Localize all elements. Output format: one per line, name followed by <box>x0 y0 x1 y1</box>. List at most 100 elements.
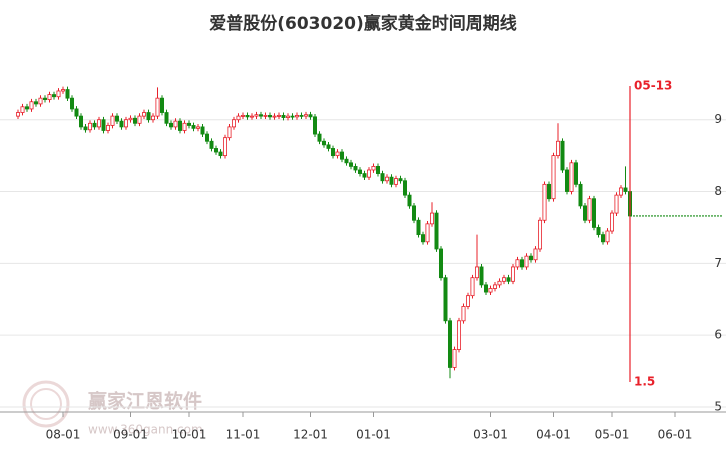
candle-body <box>159 97 164 113</box>
candle-body <box>110 115 115 126</box>
candle-body <box>344 158 349 164</box>
watermark-url: www.360gann.com <box>88 423 203 437</box>
candle-body <box>335 151 340 157</box>
candle-body <box>29 101 34 110</box>
candle-body <box>141 112 146 117</box>
candle-body <box>465 295 470 307</box>
candle-body <box>290 115 295 118</box>
candle-body <box>88 122 93 131</box>
candle-body <box>565 169 570 192</box>
candle-body <box>227 126 232 139</box>
candle-body <box>317 133 322 142</box>
candle-body <box>470 277 475 297</box>
candle-body <box>74 108 79 117</box>
candle-body <box>520 259 525 268</box>
watermark-logo <box>22 380 70 428</box>
candle-body <box>119 120 124 128</box>
candle-body <box>195 126 200 129</box>
candle-body <box>47 94 52 101</box>
candle-body <box>285 115 290 118</box>
y-tick-label: 6 <box>714 328 722 342</box>
candle-body <box>407 194 412 207</box>
candle-body <box>191 125 196 129</box>
candle-body <box>200 126 205 135</box>
candle-body <box>204 133 209 142</box>
candle-body <box>501 277 506 282</box>
candle-body <box>15 112 20 117</box>
y-tick-label: 7 <box>714 256 722 270</box>
candle-body <box>452 349 457 368</box>
candle-body <box>506 277 511 282</box>
candle-body <box>128 117 133 121</box>
candle-body <box>330 148 335 157</box>
candle-body <box>542 183 547 221</box>
candle-body <box>529 255 534 261</box>
candle-body <box>438 248 443 279</box>
candle-body <box>146 112 151 121</box>
candle-body <box>182 122 187 131</box>
candle-body <box>362 173 367 178</box>
candle-body <box>79 115 84 128</box>
candle-body <box>574 162 579 185</box>
candle-body <box>366 169 371 178</box>
candle-body <box>137 115 142 124</box>
candle-body <box>614 194 619 214</box>
candle-body <box>263 115 268 117</box>
candle-body <box>222 137 227 157</box>
x-tick-label: 10-01 <box>172 428 207 442</box>
candle-body <box>619 187 624 196</box>
candle-body <box>398 178 403 182</box>
candle-body <box>411 205 416 221</box>
candle-body <box>254 114 259 117</box>
candle-body <box>434 212 439 250</box>
candle-body <box>34 101 39 105</box>
y-tick-label: 5 <box>714 399 722 413</box>
candle-body <box>164 112 169 124</box>
candle-body <box>115 115 120 122</box>
candle-body <box>497 280 502 286</box>
candle-body <box>456 320 461 350</box>
candle-body <box>281 115 286 118</box>
candle-body <box>177 120 182 131</box>
candle-body <box>569 162 574 192</box>
candle-body <box>353 165 358 171</box>
candle-body <box>420 234 425 243</box>
candle-body <box>65 89 70 99</box>
candle-body <box>308 114 313 118</box>
candle-body <box>348 162 353 167</box>
candle-body <box>20 106 25 113</box>
candle-body <box>38 97 43 105</box>
candle-body <box>83 126 88 131</box>
candle-body <box>43 97 48 101</box>
candle-body <box>547 183 552 200</box>
candle-body <box>357 169 362 174</box>
candle-body <box>524 255 529 268</box>
candle-body <box>92 122 97 128</box>
candle-body <box>97 119 102 128</box>
candle-body <box>583 205 588 221</box>
candle-body <box>106 125 111 131</box>
candle-body <box>429 212 434 225</box>
candle-body <box>443 277 448 322</box>
candle-body <box>321 140 326 146</box>
candle-body <box>218 151 223 157</box>
candle-body <box>560 140 565 171</box>
candle-body <box>461 306 466 322</box>
candle-body <box>393 178 398 185</box>
candle-body <box>24 106 29 110</box>
candle-body <box>375 165 380 174</box>
candle-body <box>515 259 520 268</box>
candle-body <box>236 115 241 121</box>
candle-body <box>56 90 61 98</box>
x-tick-label: 12-01 <box>293 428 328 442</box>
candle-body <box>150 115 155 121</box>
candle-body <box>339 151 344 160</box>
candle-body <box>596 227 601 236</box>
candle-body <box>101 119 106 131</box>
candle-body <box>186 122 191 126</box>
candle-body <box>479 266 484 286</box>
x-tick-label: 09-01 <box>113 428 148 442</box>
candle-body <box>587 198 592 221</box>
